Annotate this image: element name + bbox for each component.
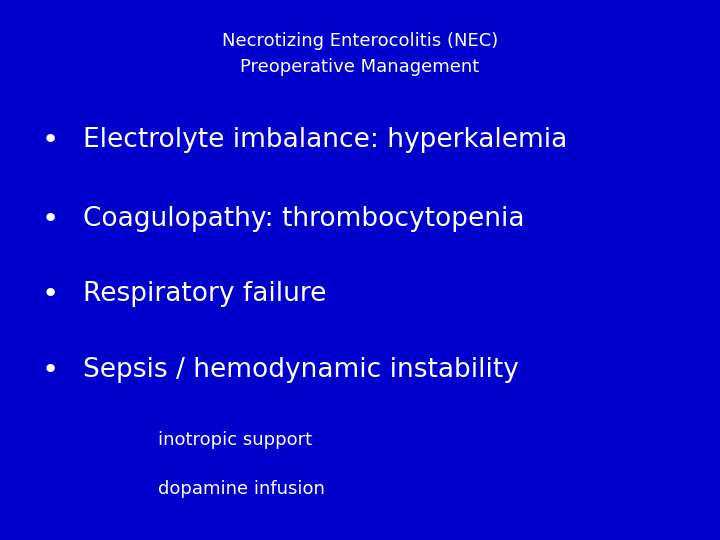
Text: inotropic support: inotropic support: [158, 431, 312, 449]
Text: •: •: [42, 205, 59, 233]
Text: •: •: [42, 280, 59, 308]
Text: Preoperative Management: Preoperative Management: [240, 58, 480, 77]
Text: dopamine infusion: dopamine infusion: [158, 480, 325, 498]
Text: Necrotizing Enterocolitis (NEC): Necrotizing Enterocolitis (NEC): [222, 31, 498, 50]
Text: •: •: [42, 356, 59, 384]
Text: Respiratory failure: Respiratory failure: [83, 281, 326, 307]
Text: Electrolyte imbalance: hyperkalemia: Electrolyte imbalance: hyperkalemia: [83, 127, 567, 153]
Text: Sepsis / hemodynamic instability: Sepsis / hemodynamic instability: [83, 357, 518, 383]
Text: •: •: [42, 126, 59, 154]
Text: Coagulopathy: thrombocytopenia: Coagulopathy: thrombocytopenia: [83, 206, 524, 232]
